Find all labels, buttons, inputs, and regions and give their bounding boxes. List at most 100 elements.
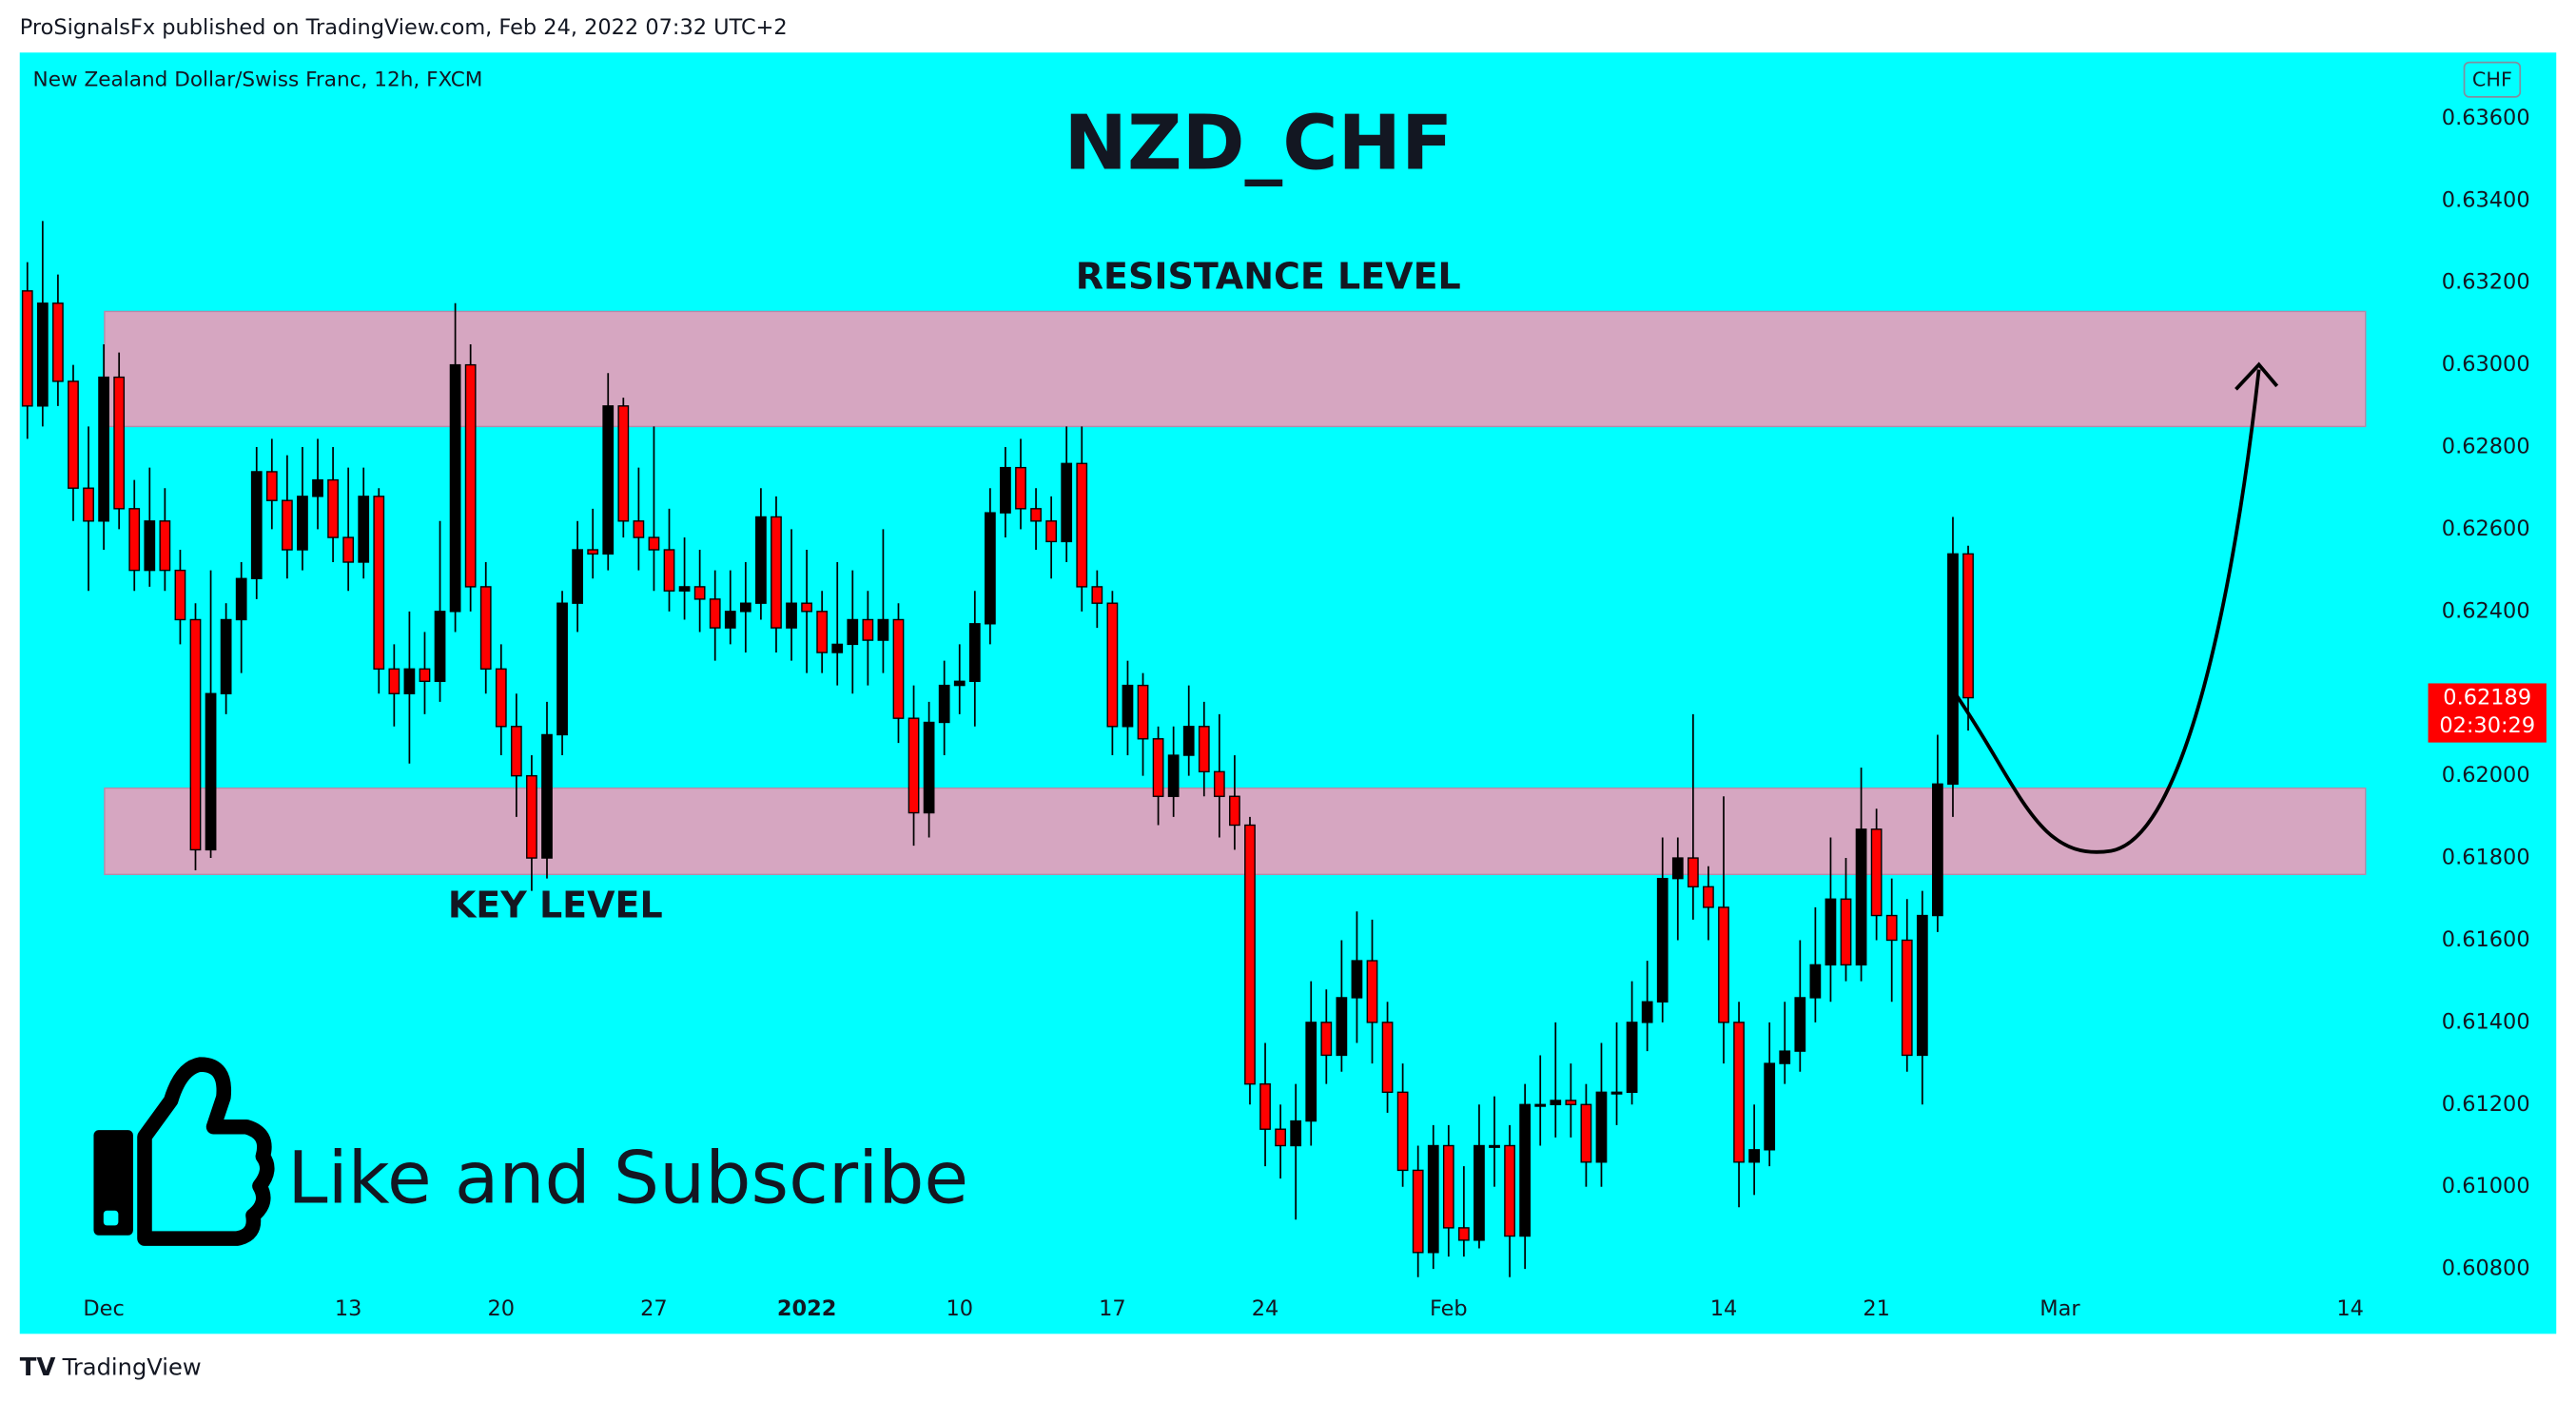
x-tick-label: Dec — [83, 1296, 124, 1321]
candle-body — [1000, 466, 1011, 514]
candle-body — [1901, 939, 1913, 1057]
countdown-label: 02:30:29 — [2439, 713, 2535, 738]
x-tick-label: 27 — [640, 1296, 668, 1321]
candle-body — [1229, 795, 1240, 827]
candle-body — [526, 774, 537, 859]
y-tick-label: 0.61000 — [2442, 1174, 2530, 1198]
candle-body — [388, 668, 400, 694]
candle-body — [816, 611, 829, 653]
candle-body — [1366, 960, 1378, 1023]
candle-body — [205, 692, 217, 851]
candle-body — [633, 520, 645, 538]
y-tick-label: 0.62800 — [2442, 435, 2530, 459]
x-tick-label: 13 — [335, 1296, 362, 1321]
candle-body — [1336, 997, 1348, 1057]
x-tick-label: 21 — [1863, 1296, 1890, 1321]
candle-body — [1458, 1227, 1470, 1241]
x-tick-label: 24 — [1252, 1296, 1279, 1321]
candle-body — [1610, 1091, 1623, 1095]
candle-body — [1442, 1144, 1454, 1229]
candle-body — [68, 380, 79, 489]
candle-body — [1687, 857, 1699, 887]
candle-body — [831, 643, 844, 653]
candle-body — [1534, 1103, 1547, 1107]
candle-body — [892, 618, 905, 719]
candle-body — [1656, 877, 1669, 1003]
chart-title: NZD_CHF — [1064, 98, 1454, 186]
candle-body — [1045, 520, 1058, 543]
candle-body — [265, 471, 278, 501]
candle-body — [587, 549, 599, 555]
y-tick-label: 0.63200 — [2442, 270, 2530, 295]
candle-body — [327, 478, 339, 538]
candle-body — [1122, 684, 1134, 728]
candle-body — [1091, 586, 1103, 604]
candle-body — [510, 726, 522, 777]
candle-body — [1182, 726, 1195, 756]
candle-body — [220, 618, 232, 694]
y-tick-label: 0.62000 — [2442, 763, 2530, 788]
x-tick-label: 14 — [1710, 1296, 1738, 1321]
last-price-label: 0.62189 — [2443, 685, 2531, 710]
candle-body — [1381, 1022, 1394, 1094]
candle-body — [1152, 738, 1164, 797]
candle-body — [403, 668, 416, 694]
candle-body — [1718, 906, 1729, 1023]
candle-body — [36, 302, 49, 407]
candle-body — [923, 721, 935, 814]
candle-body — [1351, 960, 1363, 999]
candle-body — [1794, 997, 1806, 1052]
footer-brand: TradingView — [62, 1354, 202, 1381]
candle-body — [771, 516, 782, 629]
candle-body — [877, 618, 889, 641]
candle-body — [1703, 886, 1714, 908]
candle-body — [1580, 1103, 1592, 1163]
candle-body — [602, 405, 615, 555]
tv-logo-mark: 𝗧𝗩 — [20, 1353, 56, 1382]
candle-body — [1748, 1149, 1760, 1163]
candle-body — [1076, 462, 1088, 588]
candle-body — [617, 405, 630, 522]
candle-body — [83, 487, 94, 522]
chart-background — [19, 52, 2557, 1334]
candle-body — [1764, 1062, 1776, 1151]
candle-body — [968, 623, 981, 682]
candle-body — [1595, 1091, 1608, 1163]
candle-body — [297, 496, 308, 551]
y-tick-label: 0.63000 — [2442, 352, 2530, 377]
y-tick-label: 0.61400 — [2442, 1009, 2530, 1034]
last-price-box — [2428, 683, 2547, 743]
candle-body — [1626, 1022, 1638, 1094]
candle-body — [693, 586, 706, 600]
candle-body — [113, 376, 126, 510]
candle-body — [572, 549, 583, 604]
candle-body — [1396, 1091, 1409, 1172]
like-subscribe: Like and Subscribe — [287, 1135, 968, 1219]
candle-body — [1198, 726, 1210, 773]
candle-body — [1809, 964, 1822, 999]
candle-body — [801, 602, 812, 613]
y-tick-label: 0.62400 — [2442, 598, 2530, 623]
candle-body — [159, 520, 171, 572]
currency-label: CHF — [2472, 68, 2512, 91]
candle-body — [434, 611, 446, 682]
x-tick-label: Mar — [2039, 1296, 2080, 1321]
candle-body — [1962, 553, 1974, 699]
candle-body — [724, 611, 736, 629]
candle-body — [52, 302, 64, 382]
candle-body — [495, 668, 507, 728]
candle-body — [21, 290, 33, 407]
candle-body — [174, 569, 186, 621]
candle-body — [556, 602, 568, 736]
candle-body — [739, 602, 751, 613]
candle-body — [1320, 1022, 1333, 1057]
candle-body — [847, 618, 859, 646]
zone-label: RESISTANCE LEVEL — [1076, 255, 1461, 297]
projection-arrow — [1953, 369, 2261, 854]
ticks: 0.60800 0.61000 0.61200 0.61400 0.61600 0.618… — [83, 106, 2529, 1321]
zone-label: KEY LEVEL — [448, 884, 663, 925]
candle-body — [1825, 898, 1837, 966]
candle-body — [1213, 770, 1225, 797]
candle-body — [98, 376, 109, 522]
candle-body — [541, 733, 553, 859]
